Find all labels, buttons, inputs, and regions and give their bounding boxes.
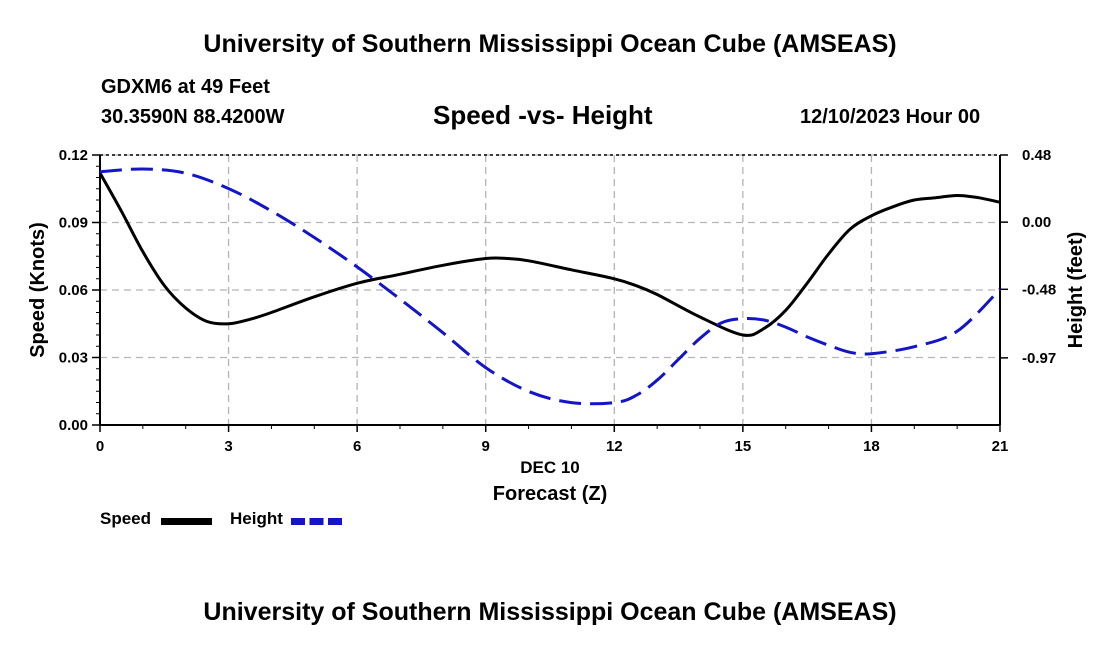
x-axis-title: Forecast (Z) xyxy=(493,483,607,505)
x-tick-label: 0 xyxy=(96,438,104,455)
x-tick-label: 12 xyxy=(606,438,623,455)
right-y-tick-label: -0.48 xyxy=(1022,281,1056,298)
left-y-axis-title: Speed (Knots) xyxy=(27,222,49,358)
x-tick-label: 9 xyxy=(482,438,490,455)
x-tick-label: 21 xyxy=(992,438,1009,455)
coordinates-label: 30.3590N 88.4200W xyxy=(101,106,285,128)
legend-height-swatch xyxy=(291,518,342,525)
station-label: GDXM6 at 49 Feet xyxy=(101,76,270,98)
height-series-line xyxy=(99,167,1002,406)
x-tick-label: 3 xyxy=(224,438,232,455)
legend-height-label: Height xyxy=(230,509,283,528)
left-y-tick-label: 0.12 xyxy=(59,147,88,164)
x-tick-label: 6 xyxy=(353,438,361,455)
right-y-axis-title: Height (feet) xyxy=(1065,232,1087,349)
speed-series-line xyxy=(98,172,1001,337)
left-y-tick-label: 0.06 xyxy=(59,282,88,299)
left-y-tick-label: 0.00 xyxy=(59,417,88,434)
x-tick-label: 15 xyxy=(735,438,752,455)
footer-title: University of Southern Mississippi Ocean… xyxy=(203,598,897,626)
right-y-tick-label: -0.97 xyxy=(1022,350,1056,367)
legend-speed-swatch xyxy=(161,518,212,525)
right-y-tick-label: 0.00 xyxy=(1022,214,1051,231)
chart-title: University of Southern Mississippi Ocean… xyxy=(203,30,897,58)
right-y-tick-label: 0.48 xyxy=(1022,147,1051,164)
chart-subtitle: Speed -vs- Height xyxy=(433,100,653,130)
forecast-date-label: 12/10/2023 Hour 00 xyxy=(800,106,981,128)
left-y-tick-label: 0.09 xyxy=(59,215,88,232)
x-axis-date-label: DEC 10 xyxy=(520,458,580,477)
left-y-tick-label: 0.03 xyxy=(59,350,88,367)
legend-speed-label: Speed xyxy=(100,509,152,528)
x-tick-label: 18 xyxy=(863,438,880,455)
